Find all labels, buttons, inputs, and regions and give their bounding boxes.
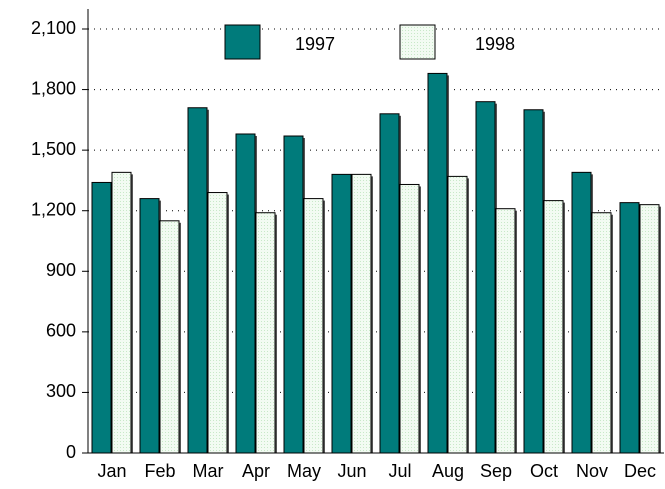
bar — [399, 183, 420, 454]
bar — [159, 220, 180, 454]
bar — [331, 173, 352, 454]
bar — [187, 107, 208, 454]
y-tick-label: 300 — [46, 381, 76, 401]
bar — [523, 109, 544, 454]
x-tick-label: Aug — [432, 461, 464, 481]
y-tick-label: 1,200 — [31, 199, 76, 219]
x-tick-label: Feb — [144, 461, 175, 481]
x-tick-label: Oct — [530, 461, 558, 481]
bar — [379, 113, 400, 454]
bar — [571, 171, 592, 454]
x-tick-label: Mar — [193, 461, 224, 481]
x-tick-label: Apr — [242, 461, 270, 481]
legend-label: 1998 — [475, 34, 515, 54]
x-tick-label: May — [287, 461, 321, 481]
x-tick-label: Jun — [337, 461, 366, 481]
bar — [255, 212, 276, 454]
y-tick-label: 2,100 — [31, 18, 76, 38]
x-tick-label: Jul — [388, 461, 411, 481]
bar — [283, 135, 304, 454]
bar — [303, 198, 324, 454]
bar — [91, 181, 112, 454]
legend-swatch — [399, 24, 436, 60]
y-tick-label: 1,500 — [31, 139, 76, 159]
x-tick-label: Nov — [576, 461, 608, 481]
legend-swatch — [224, 24, 261, 60]
bar — [351, 173, 372, 454]
y-tick-label: 900 — [46, 260, 76, 280]
bar — [111, 171, 132, 454]
bar — [639, 204, 660, 454]
x-tick-label: Jan — [97, 461, 126, 481]
bar — [427, 72, 448, 454]
x-tick-label: Dec — [624, 461, 656, 481]
bar — [475, 101, 496, 454]
bar — [139, 198, 160, 454]
bar — [235, 133, 256, 454]
x-tick-label: Sep — [480, 461, 512, 481]
bar — [591, 212, 612, 454]
y-tick-label: 600 — [46, 321, 76, 341]
bar — [447, 175, 468, 454]
bar — [543, 200, 564, 454]
y-tick-label: 0 — [66, 442, 76, 462]
bar — [495, 208, 516, 454]
bar — [619, 202, 640, 454]
legend-label: 1997 — [295, 34, 335, 54]
bar — [207, 192, 228, 454]
y-tick-label: 1,800 — [31, 78, 76, 98]
